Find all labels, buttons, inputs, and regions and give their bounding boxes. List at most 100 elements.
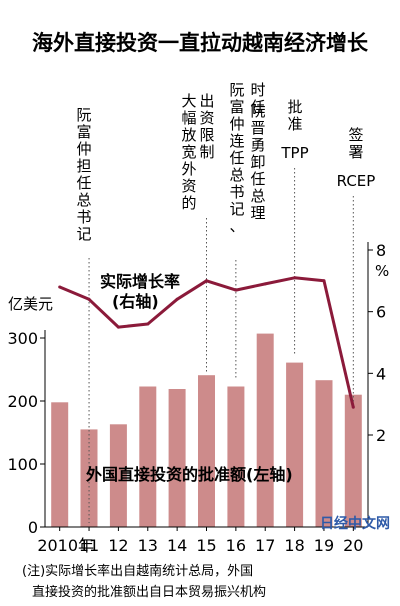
annotation-2-char-0-5: 总	[229, 166, 244, 184]
growth-point-9	[322, 279, 326, 283]
growth-point-2	[116, 325, 120, 329]
growth-point-1	[87, 297, 91, 301]
footnote-line-1: (注)实际增长率出自越南统计总局，外国	[22, 563, 253, 579]
growth-point-4	[175, 297, 179, 301]
annotation-2-char-2-1: 任	[250, 98, 265, 116]
growth-point-8	[293, 276, 297, 280]
annotation-1-char-0-5: 资	[181, 177, 196, 195]
growth-point-10	[351, 405, 355, 409]
annotation-2-char-1-5: 总	[250, 187, 265, 205]
x-tick-label-8: 18	[284, 536, 304, 555]
bar-2	[109, 424, 127, 527]
left-tick-label-2: 200	[7, 392, 38, 411]
bar-5	[198, 375, 215, 527]
bar-9	[315, 380, 333, 527]
annotation-3: 批准 TPP	[280, 98, 308, 162]
annotation-2-char-1-1: 晋	[250, 119, 265, 137]
annotation-4: 签署 RCEP	[337, 126, 376, 190]
annotation-2-char-1-6: 理	[250, 204, 265, 222]
annotation-3-line-1: TPP	[280, 144, 308, 162]
annotation-1-char-0-1: 幅	[181, 109, 196, 127]
x-tick-label-3: 13	[138, 536, 158, 555]
line-series-label-part-1: (右轴)	[112, 292, 159, 311]
right-tick-label-0: 2	[376, 426, 386, 445]
annotation-4-line-1: RCEP	[337, 172, 376, 190]
annotation-2-char-0-4: 任	[229, 149, 244, 167]
growth-line-series	[58, 276, 355, 409]
x-tick-label-9: 19	[314, 536, 334, 555]
annotation-2-char-0-3: 连	[229, 132, 244, 150]
annotation-0-char-0-0: 阮	[76, 106, 91, 124]
growth-point-7	[263, 282, 267, 286]
annotation-2-char-1-2: 勇	[250, 136, 265, 154]
right-tick-label-1: 4	[376, 364, 386, 383]
annotation-0-char-0-6: 书	[76, 208, 91, 226]
annotation-1-char-0-0: 大	[181, 92, 196, 110]
left-tick-label-0: 0	[28, 518, 38, 537]
bar-8	[286, 362, 304, 527]
annotation-1-char-1-1: 资	[199, 109, 214, 127]
growth-point-6	[234, 288, 238, 292]
x-tick-label-6: 16	[226, 536, 246, 555]
left-axis-unit: 亿美元	[8, 295, 53, 313]
bar-6	[227, 386, 245, 527]
annotation-lines	[88, 168, 354, 523]
x-tick-label-7: 17	[255, 536, 275, 555]
annotation-2-char-0-6: 书	[229, 183, 244, 201]
annotation-1-char-0-4: 外	[181, 160, 196, 178]
annotation-2-char-1-4: 任	[250, 170, 265, 188]
x-tick-label-10: 20	[343, 536, 363, 555]
annotation-0-char-0-7: 记	[76, 225, 91, 243]
growth-point-5	[205, 279, 208, 283]
annotation-1-char-1-2: 限	[199, 126, 214, 144]
bar-4	[168, 389, 186, 527]
left-tick-label-1: 100	[7, 455, 38, 474]
bar-7	[256, 333, 274, 527]
annotation-2-char-1-3: 卸	[250, 153, 265, 171]
footnote-line-2: 直接投资的批准额出自日本贸易振兴机构	[32, 584, 266, 600]
x-tick-label-0: 2010年	[37, 536, 94, 555]
chart-title: 海外直接投资一直拉动越南经济增长	[32, 31, 369, 55]
right-axis-unit: %	[375, 262, 389, 280]
annotation-2-char-0-7: 记	[229, 200, 244, 218]
x-tick-label-1: 11	[79, 536, 99, 555]
right-tick-label-2: 6	[376, 303, 386, 322]
annotation-2-char-0-2: 仲	[229, 115, 244, 133]
annotation-0-char-0-3: 担	[76, 157, 91, 175]
annotation-2-char-0-8: 、	[229, 217, 244, 235]
annotation-3-char-0-1: 准	[287, 115, 302, 133]
annotation-4-char-0-0: 签	[348, 126, 363, 144]
growth-point-0	[58, 285, 62, 289]
left-tick-label-3: 300	[7, 329, 38, 348]
x-tick-label-2: 12	[108, 536, 128, 555]
annotation-0-char-0-5: 总	[76, 191, 91, 209]
annotation-2-char-0-1: 富	[229, 98, 244, 116]
x-tick-label-4: 14	[167, 536, 187, 555]
bar-series-label: 外国直接投资的批准额(左轴)	[85, 465, 293, 484]
bar-3	[139, 386, 157, 527]
annotation-1-char-1-3: 制	[199, 143, 214, 161]
bar-10	[344, 394, 362, 527]
bar-0	[51, 402, 69, 527]
annotation-0-char-0-1: 富	[76, 123, 91, 141]
watermark: 日经中文网	[320, 515, 390, 532]
line-series-label-part-0: 实际增长率	[100, 272, 180, 291]
annotation-1-char-0-3: 宽	[181, 143, 196, 161]
annotation-0-char-0-4: 任	[76, 174, 91, 192]
growth-point-3	[146, 322, 150, 326]
annotation-0-char-0-2: 仲	[76, 140, 91, 158]
annotation-1-char-0-6: 的	[181, 194, 196, 212]
annotation-1-char-1-0: 出	[199, 92, 214, 110]
annotation-4-char-0-1: 署	[348, 143, 363, 161]
bar-series	[51, 333, 362, 527]
annotation-2-char-0-0: 阮	[229, 81, 244, 99]
annotation-3-char-0-0: 批	[287, 98, 302, 116]
annotation-2-char-1-0: 阮	[250, 102, 265, 120]
